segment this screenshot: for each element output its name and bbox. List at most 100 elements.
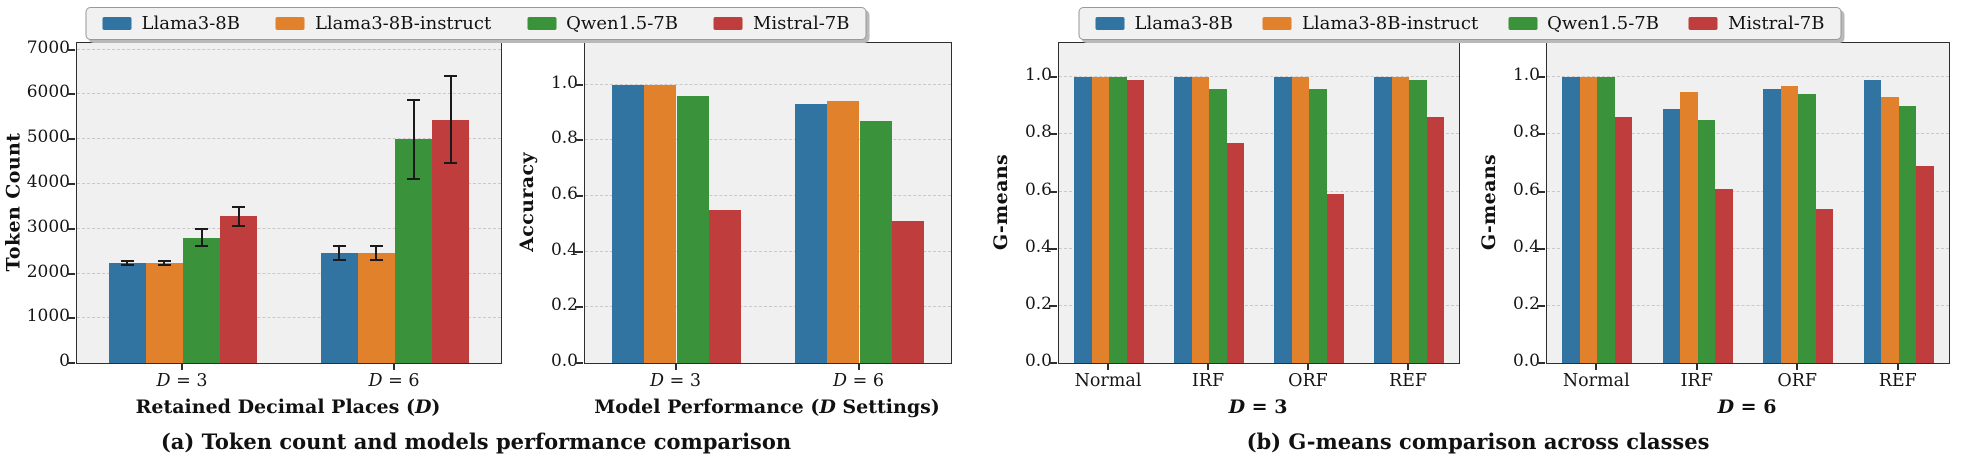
y-tick-label: 0.6 (550, 184, 578, 205)
y-tick-label: 0.0 (1024, 351, 1052, 371)
legend-label: Llama3-8B-instruct (1301, 13, 1479, 34)
gridline (1059, 190, 1459, 192)
bar-qwen1.5-7b-ref (1898, 105, 1917, 363)
bar-mistral-7b-irf (1226, 143, 1244, 363)
bar-mistral-7b-normal (1126, 80, 1144, 363)
y-axis: 0 1000 2000 3000 4000 5000 6000 7000 (26, 39, 76, 369)
y-tick-label: 6000 (26, 82, 70, 103)
legend-label: Llama3-8B-instruct (314, 13, 492, 34)
y-tick-mark (1537, 304, 1545, 307)
gridline (77, 182, 501, 184)
legend-swatch-icon (1095, 17, 1125, 30)
bar-mistral-7b-d3 (220, 216, 258, 363)
bar-llama3-8b-instruct-ref (1391, 77, 1409, 363)
bar-llama3-8b-ref (1863, 80, 1882, 363)
bar-llama3-8b-instruct-d3 (644, 84, 677, 363)
x-tick-label: Normal (1074, 371, 1142, 391)
bar-mistral-7b-d3 (708, 209, 741, 363)
chart-gmeans-d3: G-means 0.0 0.2 0.4 0.6 0.8 1.0 Normal IRF ORF REF… (988, 42, 1460, 418)
error-bar (332, 245, 346, 261)
x-axis-title: D = 6 (1717, 396, 1777, 418)
bar-llama3-8b-instruct-orf (1780, 85, 1799, 363)
x-axis: D = 3 D = 6 (76, 364, 500, 395)
legend-label: Mistral-7B (1727, 13, 1825, 34)
legend-item-mistral-7b: Mistral-7B (713, 13, 849, 34)
bar-mistral-7b-irf (1715, 188, 1733, 363)
y-tick-label: 0.4 (550, 239, 578, 260)
bar-llama3-8b-instruct-irf (1680, 91, 1698, 363)
plot-area (575, 42, 952, 364)
panel-b-charts: G-means 0.0 0.2 0.4 0.6 0.8 1.0 Normal IRF ORF REF… (988, 42, 1968, 418)
bar-mistral-7b-d6 (891, 221, 924, 363)
error-bar (407, 98, 421, 180)
bar-qwen1.5-7b-ref (1409, 80, 1427, 363)
y-tick-label: 2000 (26, 261, 70, 282)
panel-b: Llama3-8B Llama3-8B-instruct Qwen1.5-7B Mis… (952, 0, 1968, 459)
y-tick-mark (67, 138, 75, 141)
bar-llama3-8b-instruct-d3 (145, 263, 183, 363)
bar-llama3-8b-normal (1074, 77, 1092, 363)
x-tick-mark (393, 364, 395, 370)
y-tick-mark (1537, 247, 1545, 250)
bar-llama3-8b-d6 (320, 252, 358, 363)
x-axis-title: D = 3 (1228, 396, 1288, 418)
bar-llama3-8b-d3 (108, 263, 146, 363)
legend-item-mistral-7b: Mistral-7B (1688, 13, 1825, 34)
gridline (1059, 247, 1459, 249)
bar-mistral-7b-ref (1916, 165, 1934, 363)
bar-llama3-8b-normal (1562, 77, 1580, 363)
legend-item-llama3-8b: Llama3-8B (1095, 13, 1233, 34)
y-tick-mark (575, 362, 583, 364)
y-axis: 0.0 0.2 0.4 0.6 0.8 1.0 (1502, 42, 1546, 370)
gridline (1547, 190, 1949, 192)
plot-area (67, 42, 502, 364)
gridline (1547, 247, 1949, 249)
x-tick-mark (1896, 364, 1899, 370)
y-tick-mark (1049, 76, 1057, 79)
y-axis-title: Accuracy (516, 152, 539, 252)
bar-qwen1.5-7b-orf (1309, 88, 1327, 363)
y-axis-title-column: G-means (1476, 42, 1502, 362)
bar-llama3-8b-ref (1374, 77, 1392, 363)
y-tick-mark (575, 250, 583, 253)
x-tick-label: D = 3 (650, 371, 701, 391)
error-bar (120, 260, 134, 267)
bar-llama3-8b-instruct-irf (1191, 77, 1209, 363)
x-tick-label: REF (1388, 371, 1428, 391)
x-tick-mark (1107, 364, 1109, 370)
y-axis-title: Token Count (2, 132, 25, 272)
bar-mistral-7b-normal (1614, 117, 1633, 363)
x-tick-mark (1796, 364, 1799, 370)
error-bar (157, 260, 171, 267)
x-tick-mark (1407, 364, 1409, 370)
gridline (77, 317, 501, 319)
gridline (77, 93, 501, 95)
gridline (77, 272, 501, 274)
bar-mistral-7b-orf (1326, 194, 1344, 363)
legend-swatch-icon (713, 17, 743, 30)
plot-column: D = 3 D = 6 Retained Decimal Places (D) (67, 42, 502, 418)
bar-llama3-8b-orf (1763, 88, 1781, 363)
gridline (1059, 76, 1459, 78)
y-tick-label: 0.8 (1512, 122, 1540, 143)
legend-item-qwen1.5-7b: Qwen1.5-7B (527, 13, 678, 34)
plot-area (1537, 42, 1950, 364)
panel-a-charts: Token Count 0 1000 2000 3000 4000 5000 6000 7000… (0, 39, 952, 418)
y-tick-mark (1049, 247, 1057, 250)
gridline (77, 48, 501, 50)
y-tick-label: 0.8 (1024, 122, 1052, 143)
bar-mistral-7b-ref (1426, 117, 1444, 363)
bar-llama3-8b-instruct-d6 (827, 101, 860, 363)
plot-column: Normal IRF ORF REF D = 3 (1049, 42, 1460, 418)
legend-swatch-icon (1508, 17, 1538, 30)
legend-swatch-icon (102, 17, 132, 30)
bar-llama3-8b-instruct-ref (1881, 97, 1899, 363)
bar-llama3-8b-instruct-orf (1291, 77, 1309, 363)
legend-swatch-icon (527, 17, 557, 30)
legend: Llama3-8B Llama3-8B-instruct Qwen1.5-7B Mis… (85, 7, 867, 40)
y-axis: 0.0 0.2 0.4 0.6 0.8 1.0 (1014, 42, 1058, 370)
y-tick-mark (67, 93, 75, 96)
gridline (1059, 304, 1459, 306)
bar-qwen1.5-7b-d3 (183, 237, 221, 363)
bar-llama3-8b-instruct-normal (1579, 77, 1598, 363)
